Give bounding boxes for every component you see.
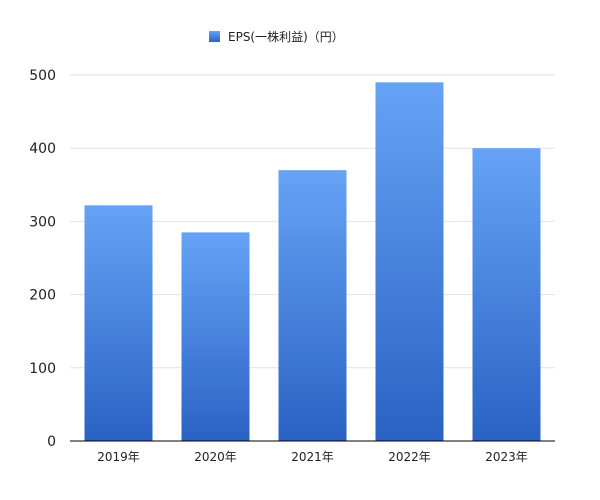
y-tick-label: 300 [29, 214, 56, 230]
bar-2022年 [375, 82, 444, 441]
y-tick-label: 400 [29, 141, 56, 157]
y-tick-label: 200 [29, 288, 56, 304]
x-tick-label: 2023年 [485, 450, 528, 464]
x-tick-label: 2019年 [97, 450, 140, 464]
bars [84, 82, 541, 441]
bar-2020年 [181, 232, 250, 441]
chart-legend: EPS(一株利益)（円） [209, 29, 344, 44]
x-tick-label: 2021年 [291, 450, 334, 464]
x-tick-label: 2020年 [194, 450, 237, 464]
y-tick-label: 0 [47, 434, 56, 450]
legend-label: EPS(一株利益)（円） [228, 29, 344, 44]
y-tick-label: 100 [29, 361, 56, 377]
legend-swatch [209, 31, 220, 42]
y-tick-label: 500 [29, 68, 56, 84]
bar-2019年 [84, 205, 153, 441]
bar-2021年 [278, 170, 347, 441]
x-tick-label: 2022年 [388, 450, 431, 464]
x-axis-tick-labels: 2019年 2020年 2021年 2022年 2023年 [97, 450, 528, 464]
y-axis-tick-labels: 0 100 200 300 400 500 [29, 68, 56, 450]
bar-2023年 [472, 148, 541, 441]
